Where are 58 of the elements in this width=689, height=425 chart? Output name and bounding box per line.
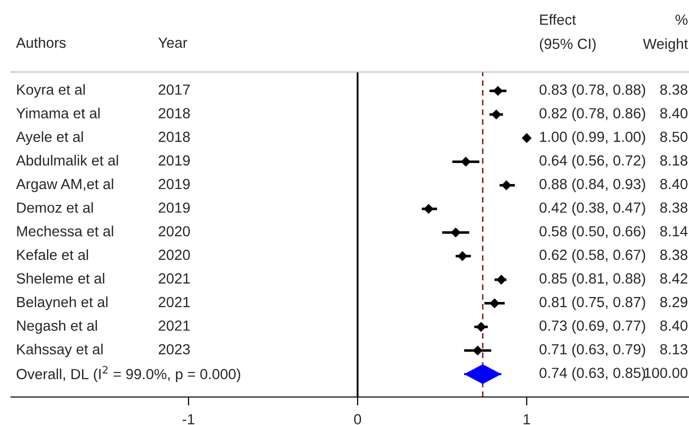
annotation: 8.14 (660, 226, 688, 236)
annotation: 0.82 (0.78, 0.86) (540, 108, 646, 122)
annotation: 0.42 (0.38, 0.47) (540, 202, 646, 216)
annotation: 2017 (158, 84, 190, 95)
annotation: 8.50 (660, 132, 688, 142)
annotation: 2020 (158, 226, 190, 236)
text: Year (158, 38, 188, 48)
annotation: 8.38 (660, 250, 688, 260)
annotation: 8.38 (660, 84, 688, 95)
y-tick-label: Argaw AM,et al (16, 178, 114, 192)
annotation: 0.73 (0.69, 0.77) (540, 320, 646, 334)
text: Authors (16, 37, 66, 48)
y-tick-label: Demoz et al (17, 202, 93, 213)
annotation: 0.81 (0.75, 0.87) (540, 296, 646, 310)
annotation: 2021 (158, 296, 190, 308)
annotation: 2020 (158, 250, 190, 260)
text: % Weight (642, 14, 688, 52)
annotation: 0.85 (0.81, 0.88) (540, 272, 646, 286)
annotation: 8.42 (660, 273, 688, 284)
y-tick-label: Sheleme et al (16, 272, 104, 284)
annotation: 0.74 (0.63, 0.85) (540, 367, 646, 381)
annotation: 2019 (158, 202, 190, 213)
annotation: 2019 (158, 178, 190, 190)
y-tick-label: Overall, DL (I$^{2}$ = 99.0%, p = 0.000) (16, 366, 240, 382)
text: Effect (95% CI) (540, 14, 596, 52)
annotation: 2018 (158, 132, 190, 142)
y-tick-label: Kefale et al (17, 249, 88, 260)
annotation: 2021 (158, 320, 190, 331)
annotation: 0.64 (0.56, 0.72) (540, 154, 646, 168)
annotation: 2021 (158, 273, 190, 284)
annotation: 8.13 (660, 344, 688, 354)
y-tick-label: Mechessa et al (17, 226, 114, 236)
y-tick-label: Belayneh et al (17, 296, 108, 310)
annotation: 8.40 (660, 320, 688, 331)
annotation: 0.58 (0.50, 0.66) (540, 226, 646, 240)
annotation: 100.00 (644, 368, 688, 378)
annotation: 8.18 (660, 155, 688, 166)
y-tick-label: Koyra et al (17, 84, 85, 98)
annotation: 2023 (158, 344, 190, 354)
annotation: 0.71 (0.63, 0.79) (540, 344, 646, 358)
annotation: 2018 (158, 108, 190, 118)
y-tick-label: Kahssay et al (17, 344, 103, 358)
x-tick-label: 1 (524, 414, 530, 424)
annotation: 2019 (158, 155, 190, 166)
annotation: 8.29 (660, 296, 688, 308)
y-tick-label: Abdulmalik et al (16, 154, 118, 166)
y-tick-label: Ayele et al (16, 131, 83, 145)
annotation: 0.83 (0.78, 0.88) (540, 84, 646, 98)
x-tick-label: -1 (182, 414, 194, 424)
y-tick-label: Negash et al (17, 320, 97, 334)
y-tick-label: Yimama et al (16, 108, 100, 118)
x-tick-label: 0 (354, 414, 362, 424)
annotation: 8.40 (660, 178, 688, 190)
annotation: 0.88 (0.84, 0.93) (540, 178, 646, 192)
annotation: 8.40 (660, 108, 688, 118)
annotation: 1.00 (0.99, 1.00) (540, 131, 646, 145)
annotation: 8.38 (660, 202, 688, 213)
annotation: 0.62 (0.58, 0.67) (540, 249, 646, 263)
